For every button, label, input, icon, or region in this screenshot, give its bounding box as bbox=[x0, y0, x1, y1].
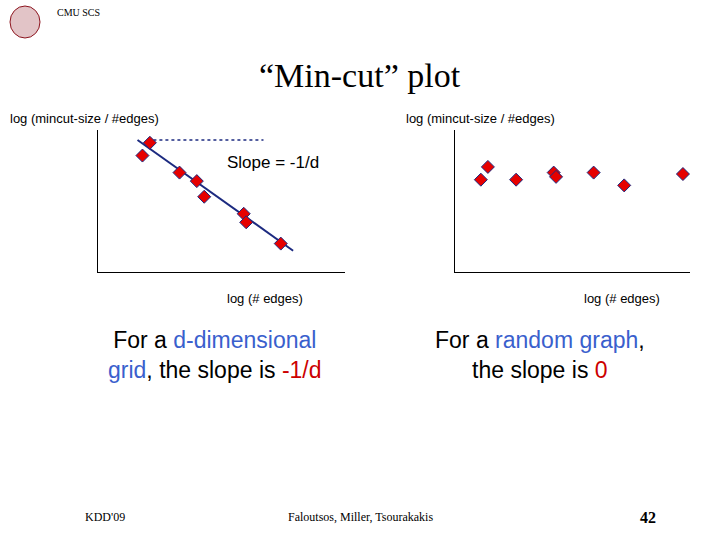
svg-text:log (mincut-size / #edges): log (mincut-size / #edges) bbox=[10, 111, 159, 126]
svg-text:log (# edges): log (# edges) bbox=[584, 291, 660, 306]
svg-text:42: 42 bbox=[640, 509, 656, 526]
svg-text:“Min-cut” plot: “Min-cut” plot bbox=[259, 57, 461, 94]
svg-text:For a d-dimensionalgrid, the s: For a d-dimensionalgrid, the slope is -1… bbox=[108, 327, 322, 383]
svg-text:Slope = -1/d: Slope = -1/d bbox=[227, 153, 319, 172]
svg-text:For a random graph,the slope i: For a random graph,the slope is 0 bbox=[435, 327, 645, 383]
svg-text:log (mincut-size / #edges): log (mincut-size / #edges) bbox=[406, 111, 555, 126]
svg-text:KDD'09: KDD'09 bbox=[85, 510, 125, 524]
svg-text:Faloutsos, Miller, Tsourakakis: Faloutsos, Miller, Tsourakakis bbox=[288, 510, 433, 524]
svg-text:log (# edges): log (# edges) bbox=[227, 291, 303, 306]
svg-text:CMU SCS: CMU SCS bbox=[57, 7, 100, 18]
